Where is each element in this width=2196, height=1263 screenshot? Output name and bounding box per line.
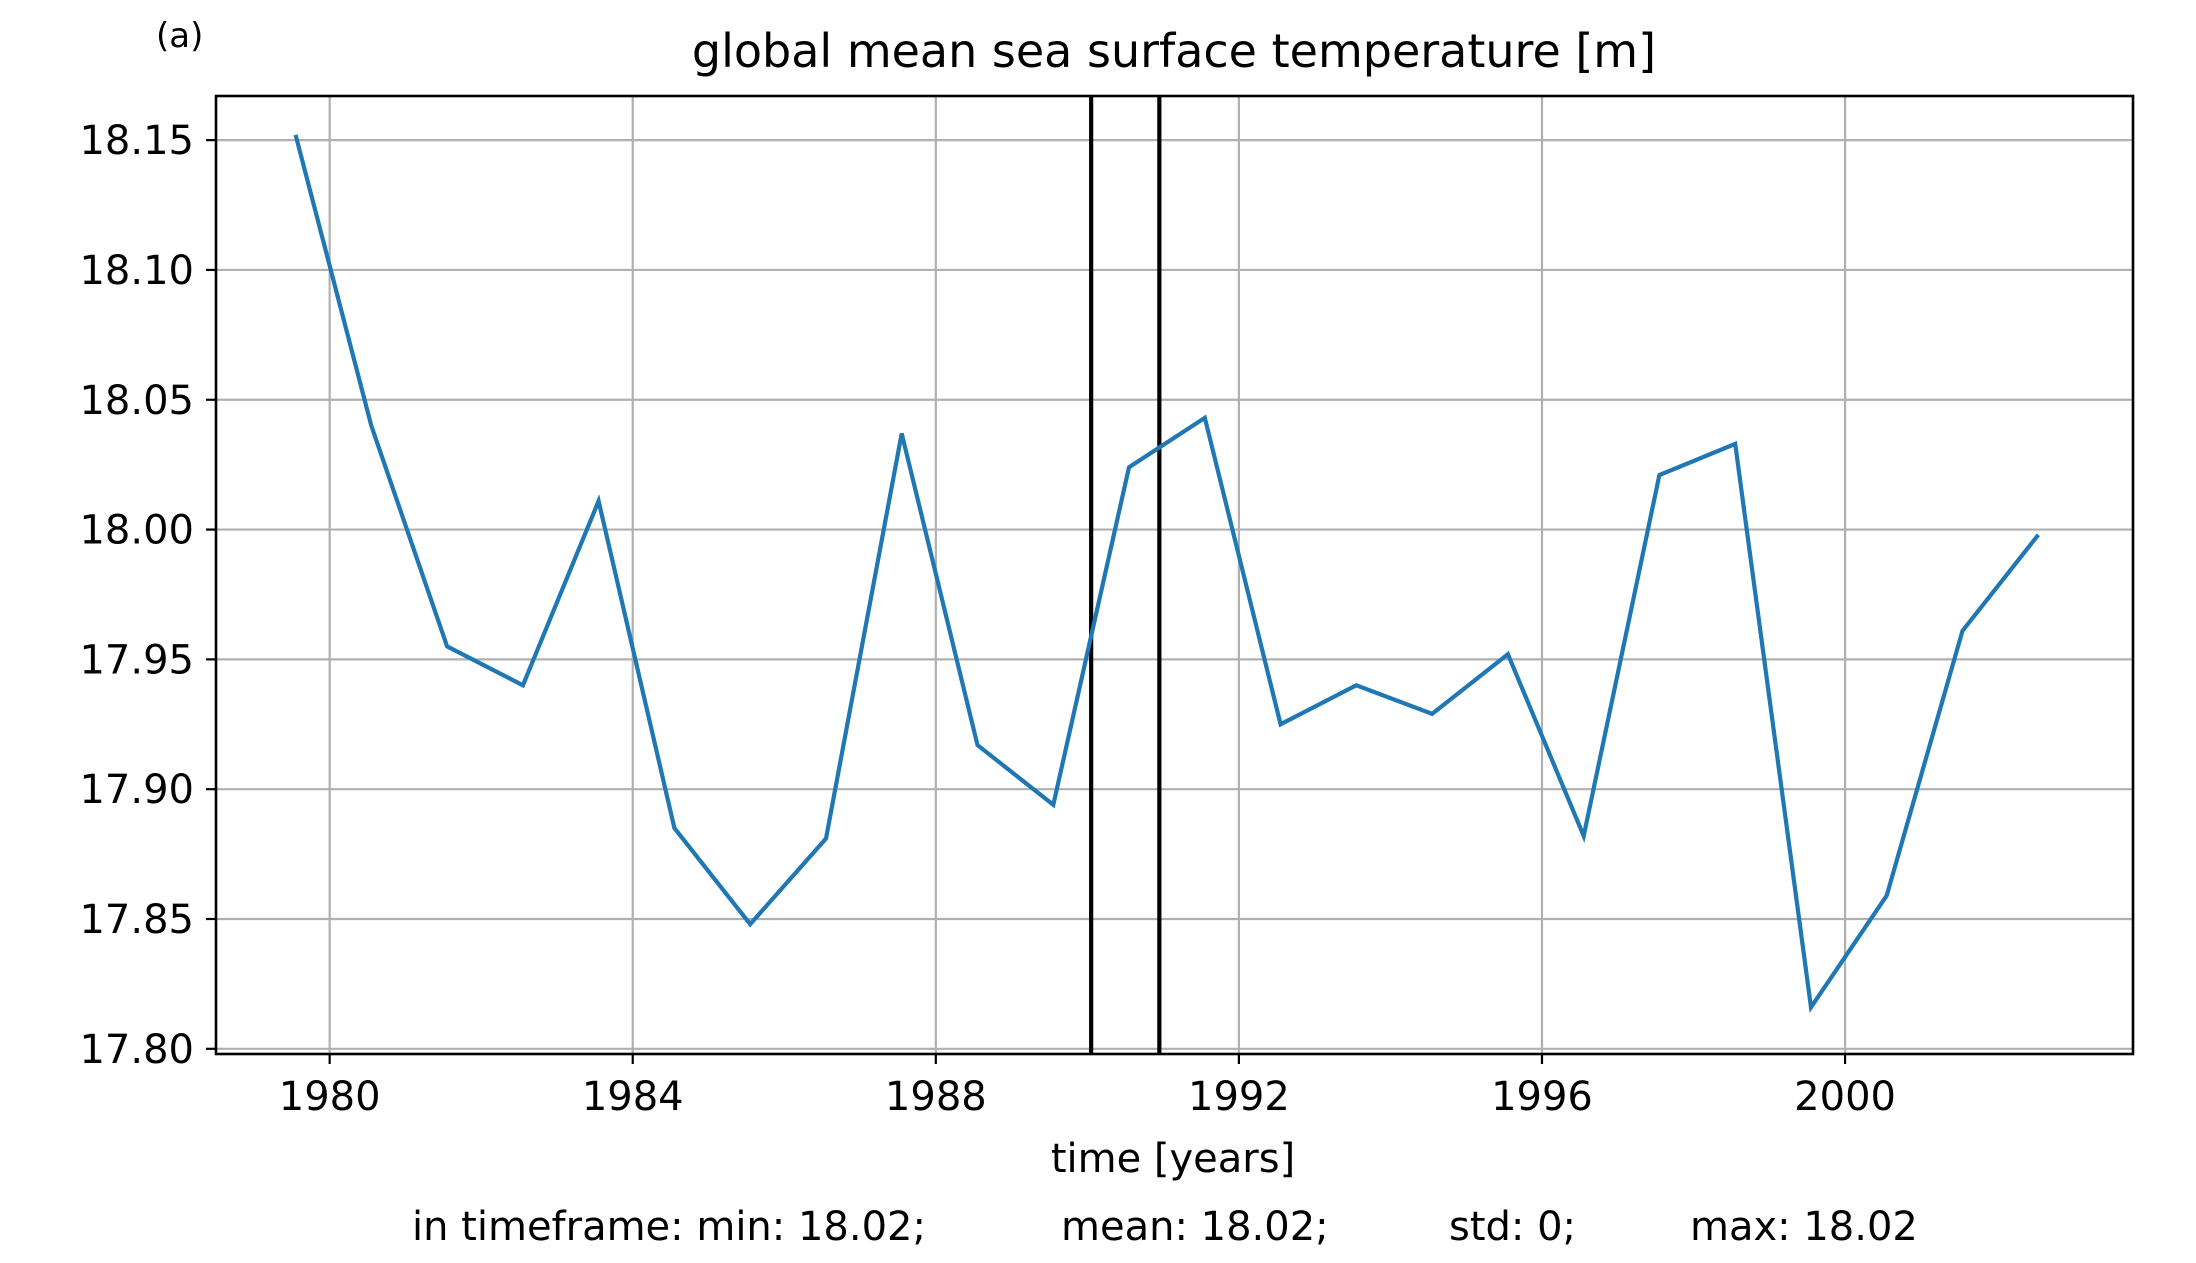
grid [216, 96, 2133, 1054]
timeframe-markers [1089, 96, 1162, 1054]
x-tick-label: 1984 [582, 1074, 684, 1120]
series-layer [293, 134, 2040, 1014]
y-tick-label: 18.05 [79, 378, 194, 424]
stat-std: std: 0; [1449, 1204, 1577, 1250]
x-tick-label: 1988 [885, 1074, 987, 1120]
x-tick-label: 1996 [1491, 1074, 1593, 1120]
stat-min: in timeframe: min: 18.02; [412, 1204, 926, 1250]
panel-label: (a) [156, 16, 203, 56]
y-tick-label: 17.85 [79, 897, 194, 943]
series-line [293, 134, 2040, 1014]
y-tick-label: 17.95 [79, 637, 194, 683]
timeframe-stats: in timeframe: min: 18.02; mean: 18.02; s… [0, 1204, 2196, 1256]
y-tick-label: 18.10 [79, 248, 194, 294]
tick-layer: 1980 1984 1988 1992 1996 2000 17.80 17.85 17.90 1… [79, 118, 1895, 1120]
stat-mean: mean: 18.02; [1061, 1204, 1329, 1250]
y-tick-label: 17.90 [79, 767, 194, 813]
y-tick-label: 17.80 [79, 1027, 194, 1073]
y-tick-label: 18.00 [79, 508, 194, 554]
x-tick-label: 2000 [1794, 1074, 1896, 1120]
y-tick-label: 18.15 [79, 118, 194, 164]
chart-title: global mean sea surface temperature [m] [692, 24, 1656, 78]
stat-max: max: 18.02 [1690, 1204, 1918, 1250]
x-tick-label: 1980 [279, 1074, 381, 1120]
plot-frame [214, 94, 2135, 1056]
x-axis-label: time [years] [1051, 1136, 1295, 1182]
x-tick-label: 1992 [1188, 1074, 1290, 1120]
